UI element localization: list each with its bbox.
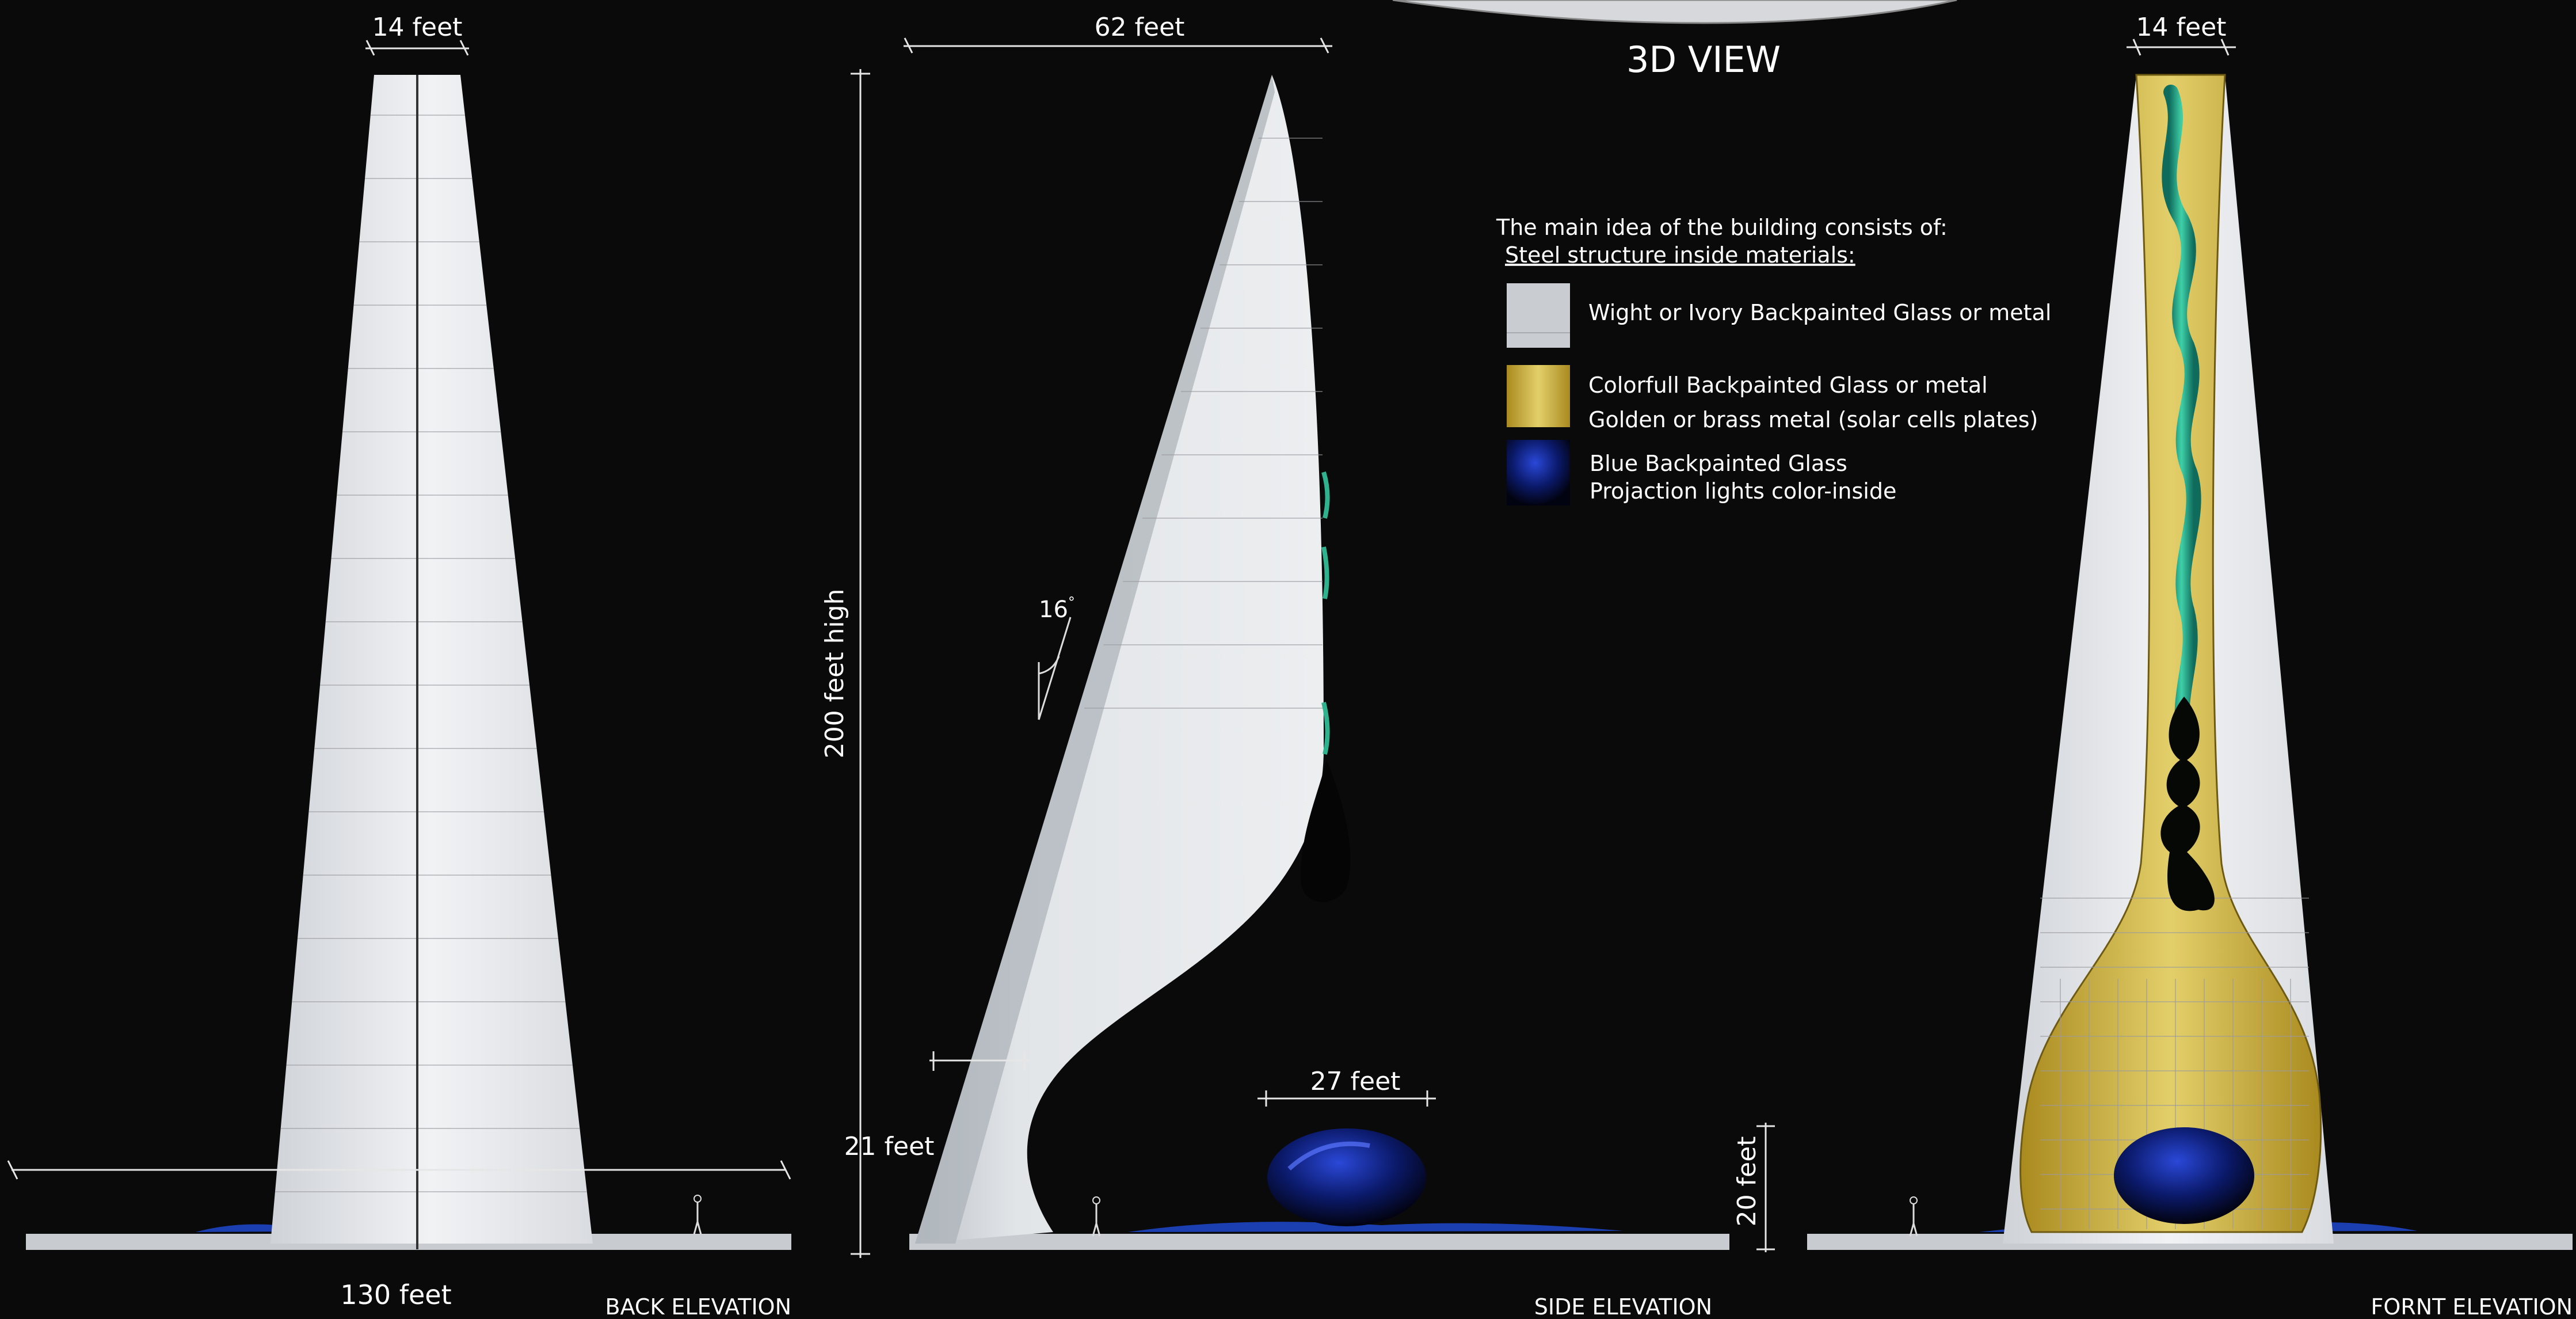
dim-tick xyxy=(7,1160,18,1180)
drop-highlight xyxy=(1287,1141,1370,1170)
angle-marker xyxy=(1038,617,1072,720)
dim-tick xyxy=(2220,39,2230,56)
dim-tick xyxy=(780,1160,791,1180)
green-streak xyxy=(2162,85,2201,744)
swatch-white xyxy=(1507,283,1570,348)
back-base-width-label: 130 feet xyxy=(340,1279,451,1310)
legend-item-gold-line2: Golden or brass metal (solar cells plate… xyxy=(1588,407,2038,432)
dim-tick xyxy=(459,40,469,56)
back-elevation: 14 feet 130 feet BACK ELEVATION xyxy=(7,13,791,1319)
front-drop-height-label: 20 feet xyxy=(1732,1136,1762,1227)
side-elevation-label: SIDE ELEVATION xyxy=(1534,1294,1712,1319)
swatch-gold xyxy=(1507,365,1570,427)
side-elevation: 62 feet 200 feet high 16° 21 feet 27 fee… xyxy=(820,13,1781,1319)
black-drop-chain xyxy=(2160,697,2215,911)
water-pool xyxy=(1128,1222,1623,1232)
legend-item-blue-line2: Projaction lights color-inside xyxy=(1590,478,1896,504)
tower-edge-facet xyxy=(915,75,1275,1244)
green-streak xyxy=(1321,471,1330,755)
scale-figure xyxy=(693,1195,702,1235)
legend-subtitle: Steel structure inside materials: xyxy=(1505,242,1855,268)
gold-shell xyxy=(2019,74,2322,1233)
front-elevation: 14 feet 20 feet FORNT ELEVATION xyxy=(1732,13,2573,1319)
legend-intro: The main idea of the building consists o… xyxy=(1496,215,1948,240)
dim-tick xyxy=(2132,39,2141,56)
legend-item-white: Wight or Ivory Backpainted Glass or meta… xyxy=(1588,300,2051,325)
materials-legend: The main idea of the building consists o… xyxy=(1496,215,2051,505)
back-top-width-label: 14 feet xyxy=(372,13,463,42)
side-top-width-label: 62 feet xyxy=(1095,13,1185,42)
scale-figure xyxy=(1092,1196,1101,1237)
view-title: 3D VIEW xyxy=(1626,39,1781,81)
dim-tick xyxy=(1320,37,1329,54)
drop-width-label: 27 feet xyxy=(1310,1067,1401,1096)
black-drop xyxy=(1300,760,1351,902)
side-base-offset-label: 21 feet xyxy=(844,1132,935,1161)
3d-view-fragment xyxy=(1392,0,1957,24)
front-elevation-label: FORNT ELEVATION xyxy=(2371,1294,2573,1319)
dim-tick xyxy=(365,40,375,56)
ground-slab xyxy=(909,1234,1729,1250)
scale-figure xyxy=(1909,1196,1918,1237)
blue-drop-sculpture xyxy=(2114,1127,2254,1224)
swatch-blue xyxy=(1507,440,1570,505)
tower-body xyxy=(270,75,593,1244)
back-elevation-label: BACK ELEVATION xyxy=(605,1294,791,1319)
side-angle-label: 16° xyxy=(1039,594,1075,623)
legend-item-gold-line1: Colorfull Backpainted Glass or metal xyxy=(1588,372,1988,398)
dim-tick xyxy=(904,37,913,54)
front-top-width-label: 14 feet xyxy=(2136,13,2227,42)
legend-item-blue-line1: Blue Backpainted Glass xyxy=(1590,451,1847,476)
side-height-label: 200 feet high xyxy=(820,589,849,759)
tower-floor-lines xyxy=(1084,138,1323,709)
